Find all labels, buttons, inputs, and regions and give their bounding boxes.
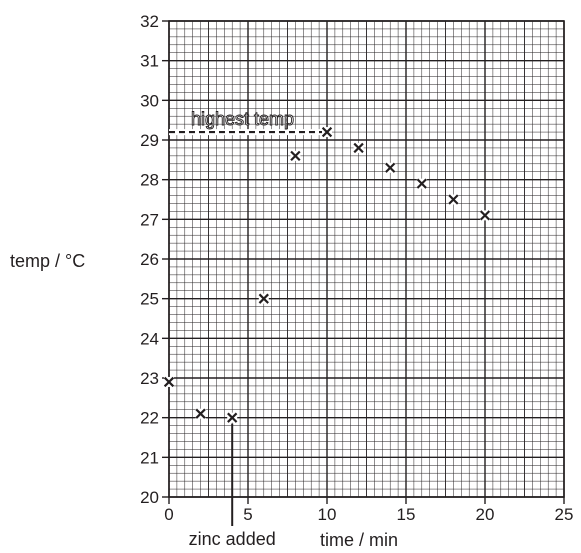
y-tick-label: 29: [140, 131, 159, 150]
y-tick-label: 21: [140, 448, 159, 467]
data-point: [353, 142, 364, 154]
y-tick-label: 23: [140, 369, 159, 388]
y-tick-label: 32: [140, 12, 159, 31]
x-tick-label: 5: [243, 505, 252, 524]
y-tick-label: 24: [140, 329, 159, 348]
data-point-cross: [290, 150, 301, 162]
y-tick-label: 22: [140, 409, 159, 428]
x-tick-label: 10: [318, 505, 337, 524]
highest-temp-label: highest temp: [191, 109, 294, 129]
data-point-cross: [416, 178, 427, 189]
data-point-cross: [195, 408, 206, 419]
data-point-cross: [448, 194, 459, 205]
data-point-cross: [163, 376, 175, 388]
zinc-added-label: zinc added: [189, 529, 276, 549]
x-tick-label: 15: [397, 505, 416, 524]
data-point: [321, 126, 333, 138]
data-point-cross: [258, 293, 269, 304]
y-tick-label: 26: [140, 250, 159, 269]
y-axis-label: temp / °C: [10, 251, 85, 271]
data-point: [448, 194, 459, 205]
annotations: highest temp zinc added: [169, 109, 327, 549]
x-axis-label: time / min: [320, 530, 398, 550]
data-point: [163, 376, 175, 388]
x-tick-label: 0: [164, 505, 173, 524]
data-point-cross: [321, 126, 333, 138]
data-point: [416, 178, 427, 189]
x-tick-label: 25: [555, 505, 574, 524]
y-tick-label: 27: [140, 210, 159, 229]
data-point: [227, 412, 238, 423]
data-point: [290, 150, 301, 162]
data-point-cross: [385, 162, 396, 173]
y-tick-label: 30: [140, 91, 159, 110]
data-point-cross: [479, 210, 491, 221]
y-tick-label: 28: [140, 171, 159, 190]
data-points: [163, 126, 491, 423]
data-point: [195, 408, 206, 419]
data-point: [258, 293, 269, 304]
y-tick-label: 20: [140, 488, 159, 507]
y-tick-labels: 20 21 22 23 24 25 26 27 28 29 30 31 32: [140, 12, 169, 507]
data-point-cross: [353, 142, 364, 154]
y-tick-label: 31: [140, 52, 159, 71]
y-tick-label: 25: [140, 290, 159, 309]
x-tick-labels: 0 5 10 15 20 25: [164, 497, 573, 524]
data-point-cross: [227, 412, 238, 423]
x-tick-label: 20: [476, 505, 495, 524]
data-point: [385, 162, 396, 173]
data-point: [479, 210, 491, 221]
